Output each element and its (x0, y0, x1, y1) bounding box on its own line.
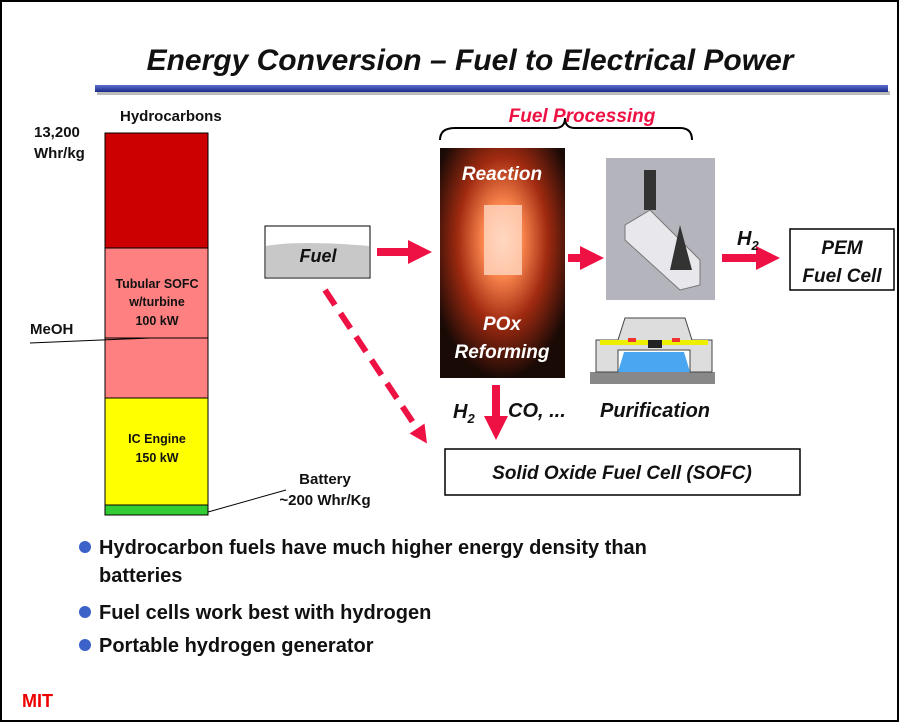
label: PEM (821, 238, 863, 259)
label: Whr/kg (34, 145, 85, 162)
label: Reforming (455, 342, 550, 363)
label: CO, ... (508, 400, 566, 422)
label: Fuel Cell (802, 266, 882, 287)
label: w/turbine (128, 295, 185, 309)
purifier-post (644, 170, 656, 210)
bullet: Hydrocarbon fuels have much higher energ… (99, 537, 647, 559)
label: 13,200 (34, 124, 80, 141)
label: Reaction (462, 164, 542, 185)
label: 100 kW (135, 314, 178, 328)
label: POx (483, 314, 522, 335)
label: Fuel (299, 246, 337, 266)
bullet: batteries (99, 565, 182, 587)
bullet: Fuel cells work best with hydrogen (99, 602, 431, 624)
label: IC Engine (128, 432, 186, 446)
label: Tubular SOFC (115, 277, 198, 291)
slide: Energy Conversion – Fuel to Electrical P… (0, 0, 900, 723)
label: 150 kW (135, 451, 178, 465)
label: Battery (299, 471, 351, 488)
label: Hydrocarbons (120, 108, 222, 125)
label: Purification (600, 400, 710, 422)
label: MeOH (30, 321, 73, 338)
label: Solid Oxide Fuel Cell (SOFC) (492, 463, 752, 484)
label: ~200 Whr/Kg (279, 492, 370, 509)
rule (95, 85, 888, 92)
heading: Fuel Processing (509, 106, 656, 127)
reactor-core (484, 205, 522, 275)
bullet: Portable hydrogen generator (99, 635, 374, 657)
title: Energy Conversion – Fuel to Electrical P… (147, 44, 796, 77)
logo: MIT (22, 691, 53, 711)
